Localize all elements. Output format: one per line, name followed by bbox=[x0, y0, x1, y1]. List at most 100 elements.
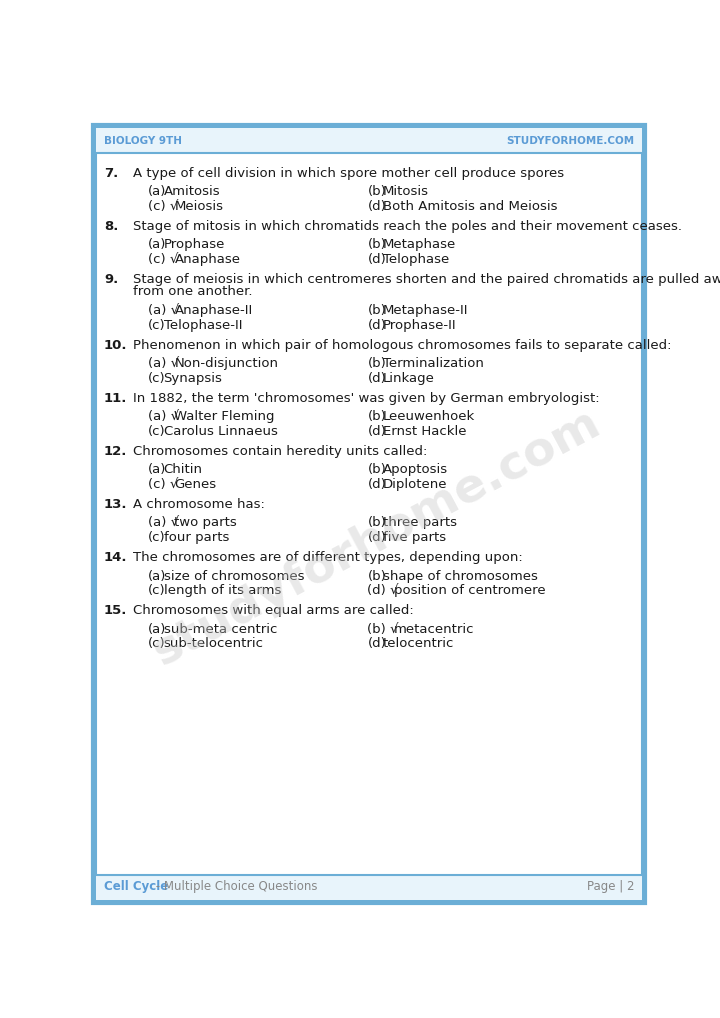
Text: (a) √: (a) √ bbox=[148, 516, 179, 529]
Text: (b): (b) bbox=[367, 304, 386, 317]
Text: (c): (c) bbox=[148, 637, 166, 651]
Text: (b): (b) bbox=[367, 463, 386, 476]
Text: Cell Cycle: Cell Cycle bbox=[104, 881, 168, 893]
Text: (a) √: (a) √ bbox=[148, 357, 179, 370]
Text: Prophase-II: Prophase-II bbox=[383, 319, 456, 332]
Text: (c) √: (c) √ bbox=[148, 253, 179, 266]
Text: (a): (a) bbox=[148, 185, 166, 199]
Text: (a): (a) bbox=[148, 623, 166, 635]
Text: Telophase: Telophase bbox=[383, 253, 449, 266]
Text: Chromosomes contain heredity units called:: Chromosomes contain heredity units calle… bbox=[132, 445, 427, 458]
Text: from one another.: from one another. bbox=[132, 285, 252, 298]
FancyBboxPatch shape bbox=[96, 875, 642, 900]
Text: (c): (c) bbox=[148, 531, 166, 544]
Text: metacentric: metacentric bbox=[394, 623, 474, 635]
Text: In 1882, the term 'chromosomes' was given by German embryologist:: In 1882, the term 'chromosomes' was give… bbox=[132, 392, 599, 405]
Text: 9.: 9. bbox=[104, 273, 118, 286]
Text: Diplotene: Diplotene bbox=[383, 477, 447, 491]
Text: (c): (c) bbox=[148, 319, 166, 332]
Text: sub-meta centric: sub-meta centric bbox=[163, 623, 277, 635]
Text: Anaphase: Anaphase bbox=[174, 253, 240, 266]
Text: Mitosis: Mitosis bbox=[383, 185, 429, 199]
Text: (b): (b) bbox=[367, 410, 386, 423]
Text: sub-telocentric: sub-telocentric bbox=[163, 637, 264, 651]
Text: five parts: five parts bbox=[383, 531, 446, 544]
Text: Stage of mitosis in which chromatids reach the poles and their movement ceases.: Stage of mitosis in which chromatids rea… bbox=[132, 220, 682, 233]
Text: BIOLOGY 9TH: BIOLOGY 9TH bbox=[104, 135, 182, 146]
Text: (d): (d) bbox=[367, 477, 386, 491]
Text: (c): (c) bbox=[148, 372, 166, 385]
Text: (d): (d) bbox=[367, 319, 386, 332]
Text: 14.: 14. bbox=[104, 551, 127, 564]
Text: Telophase-II: Telophase-II bbox=[163, 319, 242, 332]
Text: telocentric: telocentric bbox=[383, 637, 454, 651]
Text: 7.: 7. bbox=[104, 167, 118, 180]
Text: Leeuwenhoek: Leeuwenhoek bbox=[383, 410, 475, 423]
Text: Terminalization: Terminalization bbox=[383, 357, 484, 370]
FancyBboxPatch shape bbox=[96, 128, 642, 153]
Text: 15.: 15. bbox=[104, 604, 127, 617]
Text: Phenomenon in which pair of homologous chromosomes fails to separate called:: Phenomenon in which pair of homologous c… bbox=[132, 339, 671, 351]
Text: Chromosomes with equal arms are called:: Chromosomes with equal arms are called: bbox=[132, 604, 413, 617]
Text: position of centromere: position of centromere bbox=[394, 584, 546, 598]
Text: Apoptosis: Apoptosis bbox=[383, 463, 448, 476]
Text: A type of cell division in which spore mother cell produce spores: A type of cell division in which spore m… bbox=[132, 167, 564, 180]
Text: four parts: four parts bbox=[163, 531, 229, 544]
Text: (a) √: (a) √ bbox=[148, 410, 179, 423]
Text: (d): (d) bbox=[367, 372, 386, 385]
Text: (b) √: (b) √ bbox=[367, 623, 399, 635]
Text: Both Amitosis and Meiosis: Both Amitosis and Meiosis bbox=[383, 200, 557, 213]
Text: Prophase: Prophase bbox=[163, 238, 225, 251]
Text: (d): (d) bbox=[367, 637, 386, 651]
Text: (d): (d) bbox=[367, 425, 386, 438]
Text: (c) √: (c) √ bbox=[148, 477, 179, 491]
Text: (a): (a) bbox=[148, 463, 166, 476]
Text: - Multiple Choice Questions: - Multiple Choice Questions bbox=[152, 881, 318, 893]
Text: Anaphase-II: Anaphase-II bbox=[174, 304, 253, 317]
Text: Amitosis: Amitosis bbox=[163, 185, 220, 199]
Text: Linkage: Linkage bbox=[383, 372, 435, 385]
Text: two parts: two parts bbox=[174, 516, 237, 529]
Text: (a): (a) bbox=[148, 569, 166, 582]
Text: three parts: three parts bbox=[383, 516, 457, 529]
Text: The chromosomes are of different types, depending upon:: The chromosomes are of different types, … bbox=[132, 551, 523, 564]
FancyBboxPatch shape bbox=[93, 125, 645, 903]
Text: (a) √: (a) √ bbox=[148, 304, 179, 317]
Text: (b): (b) bbox=[367, 516, 386, 529]
Text: STUDYFORHOME.COM: STUDYFORHOME.COM bbox=[506, 135, 634, 146]
Text: (b): (b) bbox=[367, 238, 386, 251]
Text: Carolus Linnaeus: Carolus Linnaeus bbox=[163, 425, 277, 438]
FancyBboxPatch shape bbox=[96, 128, 642, 900]
Text: Stage of meiosis in which centromeres shorten and the paired chromatids are pull: Stage of meiosis in which centromeres sh… bbox=[132, 273, 720, 286]
Text: Meiosis: Meiosis bbox=[174, 200, 223, 213]
Text: size of chromosomes: size of chromosomes bbox=[163, 569, 304, 582]
Text: (c): (c) bbox=[148, 584, 166, 598]
Text: Non-disjunction: Non-disjunction bbox=[174, 357, 279, 370]
Text: 8.: 8. bbox=[104, 220, 118, 233]
Text: (c): (c) bbox=[148, 425, 166, 438]
Text: (b): (b) bbox=[367, 357, 386, 370]
Text: length of its arms: length of its arms bbox=[163, 584, 281, 598]
Text: 11.: 11. bbox=[104, 392, 127, 405]
Text: (d): (d) bbox=[367, 200, 386, 213]
Text: Walter Fleming: Walter Fleming bbox=[174, 410, 275, 423]
Text: Metaphase: Metaphase bbox=[383, 238, 456, 251]
Text: Metaphase-II: Metaphase-II bbox=[383, 304, 469, 317]
Text: (b): (b) bbox=[367, 569, 386, 582]
Text: studyforhome.com: studyforhome.com bbox=[145, 401, 608, 675]
Text: 12.: 12. bbox=[104, 445, 127, 458]
Text: Genes: Genes bbox=[174, 477, 217, 491]
Text: shape of chromosomes: shape of chromosomes bbox=[383, 569, 538, 582]
Text: Ernst Hackle: Ernst Hackle bbox=[383, 425, 467, 438]
Text: (c) √: (c) √ bbox=[148, 200, 179, 213]
Text: (b): (b) bbox=[367, 185, 386, 199]
Text: (a): (a) bbox=[148, 238, 166, 251]
Text: (d): (d) bbox=[367, 253, 386, 266]
Text: (d) √: (d) √ bbox=[367, 584, 399, 598]
Text: (d): (d) bbox=[367, 531, 386, 544]
Text: 10.: 10. bbox=[104, 339, 127, 351]
Text: Page | 2: Page | 2 bbox=[587, 881, 634, 893]
Text: A chromosome has:: A chromosome has: bbox=[132, 498, 264, 511]
Text: Synapsis: Synapsis bbox=[163, 372, 222, 385]
Text: Chitin: Chitin bbox=[163, 463, 202, 476]
